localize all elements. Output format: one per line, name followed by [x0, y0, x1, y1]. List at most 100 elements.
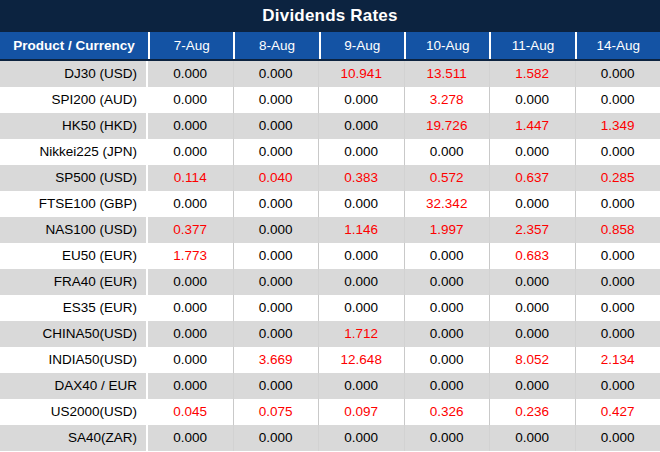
dividend-value-cell: 0.000	[575, 425, 660, 451]
dividend-value-cell: 0.075	[233, 399, 319, 425]
product-cell: SP500 (USD)	[0, 165, 148, 191]
dividend-value-cell: 0.572	[404, 165, 490, 191]
dividend-value-cell: 0.000	[489, 425, 575, 451]
dividend-value-cell: 0.000	[489, 139, 575, 165]
table-row: FRA40 (EUR)0.0000.0000.0000.0000.0000.00…	[0, 269, 660, 295]
dividend-value-cell: 0.285	[575, 165, 660, 191]
dividend-value-cell: 0.000	[318, 425, 404, 451]
dividend-value-cell: 0.000	[148, 87, 233, 113]
table-row: DJ30 (USD)0.0000.00010.94113.5111.5820.0…	[0, 61, 660, 87]
product-cell: US2000(USD)	[0, 399, 148, 425]
dividend-value-cell: 0.000	[318, 295, 404, 321]
dividend-value-cell: 0.000	[575, 243, 660, 269]
column-header-date-4: 10-Aug	[404, 32, 489, 59]
dividend-value-cell: 0.000	[233, 425, 319, 451]
column-header-date-1: 7-Aug	[148, 32, 233, 59]
dividend-value-cell: 0.000	[148, 321, 233, 347]
dividend-value-cell: 0.383	[318, 165, 404, 191]
dividend-value-cell: 19.726	[404, 113, 490, 139]
dividend-value-cell: 0.000	[404, 139, 490, 165]
dividend-value-cell: 0.000	[233, 217, 319, 243]
dividend-value-cell: 3.669	[233, 347, 319, 373]
dividend-value-cell: 0.097	[318, 399, 404, 425]
dividend-value-cell: 0.000	[404, 321, 490, 347]
dividend-value-cell: 0.114	[148, 165, 233, 191]
dividend-value-cell: 0.000	[489, 373, 575, 399]
dividend-value-cell: 0.000	[233, 139, 319, 165]
dividend-value-cell: 0.000	[233, 373, 319, 399]
dividend-value-cell: 0.236	[489, 399, 575, 425]
table-row: US2000(USD)0.0450.0750.0970.3260.2360.42…	[0, 399, 660, 425]
column-header-product-currency: Product / Currency	[0, 32, 148, 59]
dividend-value-cell: 0.000	[318, 373, 404, 399]
dividend-value-cell: 0.000	[575, 191, 660, 217]
column-header-date-5: 11-Aug	[489, 32, 574, 59]
dividend-value-cell: 0.000	[233, 113, 319, 139]
page-title: Dividends Rates	[0, 0, 660, 32]
dividend-value-cell: 0.000	[575, 139, 660, 165]
dividend-value-cell: 1.447	[489, 113, 575, 139]
dividend-value-cell: 0.000	[148, 373, 233, 399]
dividend-value-cell: 0.000	[575, 321, 660, 347]
product-cell: SPI200 (AUD)	[0, 87, 148, 113]
table-header-row: Product / Currency 7-Aug 8-Aug 9-Aug 10-…	[0, 32, 660, 61]
dividend-value-cell: 0.000	[148, 113, 233, 139]
dividend-value-cell: 0.000	[148, 347, 233, 373]
dividend-value-cell: 0.326	[404, 399, 490, 425]
dividend-value-cell: 0.000	[148, 295, 233, 321]
table-row: ES35 (EUR)0.0000.0000.0000.0000.0000.000	[0, 295, 660, 321]
dividend-value-cell: 0.000	[148, 425, 233, 451]
dividend-value-cell: 8.052	[489, 347, 575, 373]
dividend-value-cell: 0.000	[233, 269, 319, 295]
dividend-value-cell: 0.000	[233, 61, 319, 87]
dividend-value-cell: 0.000	[148, 269, 233, 295]
dividend-value-cell: 0.000	[489, 191, 575, 217]
product-cell: FRA40 (EUR)	[0, 269, 148, 295]
dividend-value-cell: 0.000	[233, 243, 319, 269]
column-header-date-3: 9-Aug	[319, 32, 404, 59]
dividend-value-cell: 0.427	[575, 399, 660, 425]
product-cell: DAX40 / EUR	[0, 373, 148, 399]
table-row: SPI200 (AUD)0.0000.0000.0003.2780.0000.0…	[0, 87, 660, 113]
dividend-value-cell: 0.000	[233, 87, 319, 113]
product-cell: NAS100 (USD)	[0, 217, 148, 243]
table-row: SA40(ZAR)0.0000.0000.0000.0000.0000.000	[0, 425, 660, 451]
product-cell: SA40(ZAR)	[0, 425, 148, 451]
dividend-value-cell: 32.342	[404, 191, 490, 217]
page-title-text: Dividends Rates	[262, 6, 397, 26]
dividend-value-cell: 0.000	[575, 295, 660, 321]
table-row: CHINA50(USD)0.0000.0001.7120.0000.0000.0…	[0, 321, 660, 347]
dividend-value-cell: 0.000	[318, 269, 404, 295]
dividend-value-cell: 0.000	[489, 321, 575, 347]
dividend-value-cell: 0.000	[489, 295, 575, 321]
dividend-value-cell: 0.000	[318, 191, 404, 217]
dividend-value-cell: 0.000	[404, 425, 490, 451]
table-row: EU50 (EUR)1.7730.0000.0000.0000.6830.000	[0, 243, 660, 269]
product-cell: EU50 (EUR)	[0, 243, 148, 269]
dividend-value-cell: 1.712	[318, 321, 404, 347]
dividend-value-cell: 0.000	[575, 61, 660, 87]
dividend-value-cell: 2.134	[575, 347, 660, 373]
product-cell: INDIA50(USD)	[0, 347, 148, 373]
dividend-value-cell: 0.045	[148, 399, 233, 425]
dividend-value-cell: 12.648	[318, 347, 404, 373]
dividend-value-cell: 1.582	[489, 61, 575, 87]
dividends-table-body: DJ30 (USD)0.0000.00010.94113.5111.5820.0…	[0, 61, 660, 451]
dividend-value-cell: 1.997	[404, 217, 490, 243]
dividend-value-cell: 2.357	[489, 217, 575, 243]
dividend-value-cell: 0.377	[148, 217, 233, 243]
product-cell: FTSE100 (GBP)	[0, 191, 148, 217]
dividend-value-cell: 0.000	[318, 87, 404, 113]
dividend-value-cell: 0.000	[233, 191, 319, 217]
table-row: INDIA50(USD)0.0003.66912.6480.0008.0522.…	[0, 347, 660, 373]
product-cell: HK50 (HKD)	[0, 113, 148, 139]
product-cell: DJ30 (USD)	[0, 61, 148, 87]
table-row: Nikkei225 (JPN)0.0000.0000.0000.0000.000…	[0, 139, 660, 165]
dividend-value-cell: 0.000	[575, 373, 660, 399]
column-header-date-2: 8-Aug	[233, 32, 318, 59]
column-header-date-6: 14-Aug	[575, 32, 660, 59]
dividend-value-cell: 3.278	[404, 87, 490, 113]
product-cell: CHINA50(USD)	[0, 321, 148, 347]
dividend-value-cell: 0.637	[489, 165, 575, 191]
dividend-value-cell: 0.000	[148, 139, 233, 165]
